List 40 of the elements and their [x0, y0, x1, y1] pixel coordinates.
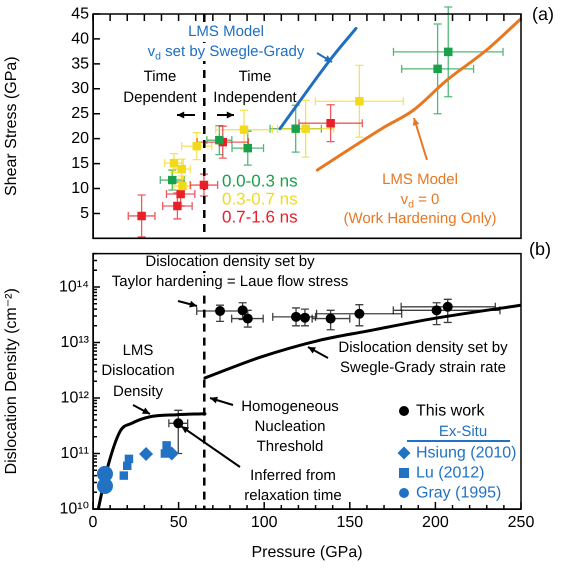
y-axis-title: Dislocation Density (cm⁻²): [3, 288, 20, 474]
legend-label: This work: [416, 402, 486, 420]
x-tick-label: 250: [508, 514, 534, 532]
y-tick-label: 10¹¹: [60, 444, 89, 462]
y-tick-label: 10¹²: [60, 389, 90, 406]
series-label: LMS Dislocation Density: [101, 342, 175, 400]
x-tick-label: 100: [250, 514, 278, 532]
y-tick-label: 25: [71, 105, 90, 122]
y-tick-label: 35: [71, 55, 90, 72]
y-tick-label: 20: [71, 130, 90, 148]
legend-label: Hsiung (2010): [416, 444, 516, 462]
y-tick-label: 45: [71, 5, 90, 22]
legend-label: Lu (2012): [416, 464, 484, 482]
annotation: Time Dependent: [123, 68, 198, 106]
y-tick-label: 15: [71, 155, 90, 172]
y-tick-label: 10¹⁰: [59, 500, 89, 518]
legend-label: Dislocation density set by Swegle-Grady strain rate: [338, 339, 508, 376]
y-tick-label: 10: [71, 180, 90, 197]
y-axis-title: Shear Stress (GPa): [3, 56, 20, 196]
y-tick-label: 40: [71, 30, 90, 48]
annotation: Inferred from relaxation time: [244, 467, 342, 504]
y-tick-label: 10¹⁴: [59, 278, 90, 296]
text: 0.3-0.7 ns: [222, 190, 298, 209]
y-tick-label: 30: [71, 80, 90, 98]
series-label: 0.7-1.6 ns: [222, 208, 298, 227]
y-tick-label: 10¹³: [60, 334, 90, 351]
text: (b): [529, 238, 551, 259]
x-axis-title: Pressure (GPa): [251, 544, 363, 561]
y-tick-label: 5: [80, 204, 90, 222]
series-label: 0.0-0.3 ns: [222, 172, 298, 191]
text: (a): [532, 4, 554, 24]
ref-line-label: Homogeneous Nucleation Threshold: [241, 398, 339, 456]
x-tick-label: 0: [88, 514, 98, 532]
annotation: Ex-Situ: [438, 423, 488, 440]
annotation: Dislocation density set by Taylor hardening = Laue flow stress: [112, 253, 348, 290]
x-tick-label: 50: [170, 514, 188, 532]
x-tick-label: 200: [422, 514, 449, 532]
x-tick-label: 150: [336, 514, 364, 532]
annotation: Time Independent: [213, 68, 298, 106]
legend-label: Gray (1995): [416, 484, 502, 502]
